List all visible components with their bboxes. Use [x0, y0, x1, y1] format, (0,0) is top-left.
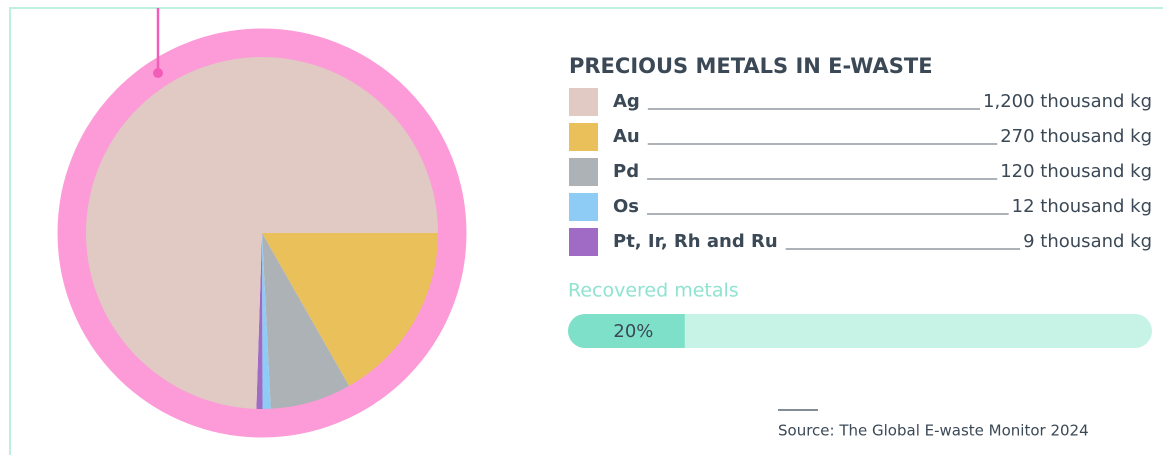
legend-value: 1,200 thousand kg [983, 91, 1152, 112]
frame [9, 7, 1163, 455]
legend-label: Pd [613, 161, 639, 182]
legend-value: 270 thousand kg [1000, 126, 1152, 147]
pie-slice [256, 233, 263, 409]
legend-swatch [569, 123, 598, 151]
legend-label: Au [613, 126, 640, 147]
legend-label: Ag [613, 91, 640, 112]
legend-swatch [569, 158, 598, 186]
legend-label: Pt, Ir, Rh and Ru [613, 231, 778, 252]
legend-value: 12 thousand kg [1012, 196, 1152, 217]
recovered-label: Recovered metals [568, 280, 739, 302]
progress-label: 20% [613, 321, 653, 342]
progress-fill [568, 314, 685, 348]
legend-swatch [569, 228, 598, 256]
legend-swatch [569, 193, 598, 221]
chart-title: PRECIOUS METALS IN E-WASTE [569, 54, 933, 78]
pointer-dot [153, 68, 163, 78]
legend-value: 120 thousand kg [1000, 161, 1152, 182]
legend-swatch [569, 88, 598, 116]
progress-track [568, 314, 1152, 348]
source: Source: The Global E-waste Monitor 2024 [778, 422, 1089, 440]
pie-slice [262, 233, 350, 409]
ring [57, 28, 467, 438]
pie-slice [262, 233, 438, 386]
legend-label: Os [613, 196, 639, 217]
pie-slice [86, 57, 439, 409]
pie-slice [262, 233, 271, 409]
legend-value: 9 thousand kg [1023, 231, 1152, 252]
